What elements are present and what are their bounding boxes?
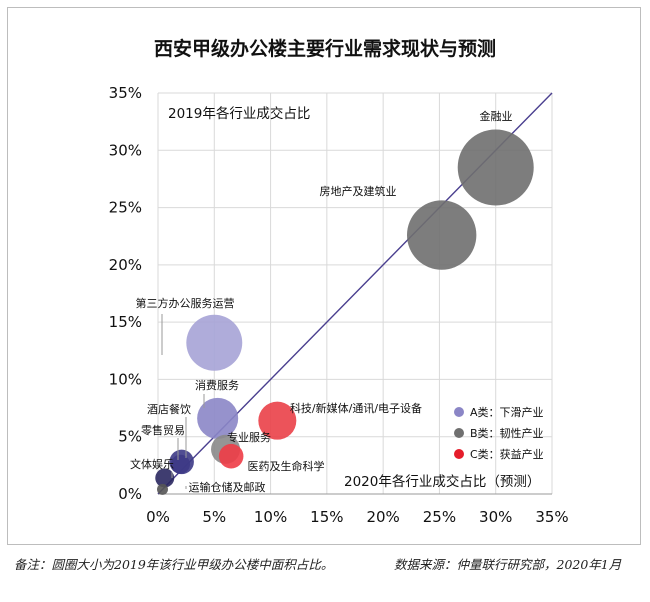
chart-frame <box>7 7 641 545</box>
x-tick-label: 0% <box>146 508 170 526</box>
annotation-2020: 2020年各行业成交占比（预测） <box>344 473 540 490</box>
bubble-label: 第三方办公服务运营 <box>136 296 235 310</box>
legend-label: C类：获益产业 <box>470 447 544 461</box>
x-tick-label: 35% <box>535 508 568 526</box>
bubble <box>258 401 297 440</box>
footer-note: 备注：圆圈大小为2019年该行业甲级办公楼中面积占比。 <box>14 557 334 572</box>
x-tick-label: 30% <box>479 508 512 526</box>
bubble-label: 消费服务 <box>195 378 239 392</box>
y-tick-label: 35% <box>109 84 142 102</box>
axes <box>157 93 552 495</box>
bubble-label: 专业服务 <box>227 430 271 444</box>
bubble-label: 金融业 <box>480 109 513 123</box>
bubble-label: 医药及生命科学 <box>248 459 325 473</box>
x-tick-label: 25% <box>423 508 456 526</box>
bubble-labels: 金融业房地产及建筑业第三方办公服务运营消费服务科技/新媒体/通讯/电子设备专业服… <box>130 109 513 494</box>
bubble-label: 零售贸易 <box>141 423 185 437</box>
y-tick-label: 20% <box>109 256 142 274</box>
legend: A类：下滑产业 B类：韧性产业 C类：获益产业 <box>454 405 544 461</box>
bubble <box>197 397 239 439</box>
legend-swatch <box>454 449 464 459</box>
y-tick-label: 30% <box>109 141 142 159</box>
bubble-label: 科技/新媒体/通讯/电子设备 <box>290 401 422 415</box>
tick-labels: 0%0% 5% 5% 10% 10% 15% 15% 20% 20% 25% 25% 30% 30% 35… <box>109 84 569 526</box>
x-tick-label: 5% <box>202 508 226 526</box>
bubble <box>406 200 477 270</box>
footer-source: 数据来源：仲量联行研究部，2020年1月 <box>394 557 622 572</box>
legend-swatch <box>454 428 464 438</box>
bubble-label: 运输仓储及邮政 <box>189 480 266 494</box>
legend-label: B类：韧性产业 <box>470 426 544 440</box>
x-tick-label: 15% <box>310 508 343 526</box>
y-tick-label: 10% <box>109 370 142 388</box>
bubble-label: 房地产及建筑业 <box>320 184 397 198</box>
legend-label: A类：下滑产业 <box>470 405 544 419</box>
bubble <box>171 454 191 474</box>
y-tick-label: 25% <box>109 199 142 217</box>
annotation-2019: 2019年各行业成交占比 <box>168 105 310 122</box>
y-tick-label: 15% <box>109 313 142 331</box>
y-tick-label: 5% <box>118 428 142 446</box>
bubble <box>218 443 244 469</box>
bubble <box>157 483 168 495</box>
legend-swatch <box>454 407 464 417</box>
x-tick-label: 20% <box>366 508 399 526</box>
bubble <box>155 468 175 488</box>
bubble <box>186 314 243 371</box>
chart-title: 西安甲级办公楼主要行业需求现状与预测 <box>153 38 496 60</box>
y-tick-label: 0% <box>118 485 142 503</box>
bubble-label: 酒店餐饮 <box>147 402 191 416</box>
bubble <box>457 129 534 206</box>
bubble-label: 文体娱乐 <box>130 457 174 471</box>
x-tick-label: 10% <box>254 508 287 526</box>
bubbles <box>155 129 534 495</box>
